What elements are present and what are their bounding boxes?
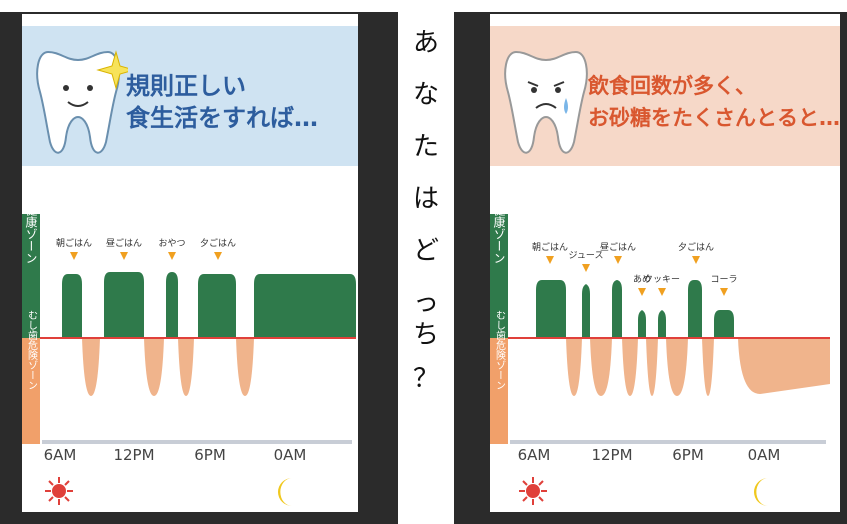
title-line-2: お砂糖をたくさんとると… <box>588 106 840 130</box>
cavity-dip <box>82 338 100 396</box>
meal-arrow-icon <box>614 256 622 264</box>
healthy-peak <box>198 274 236 338</box>
healthy-peak <box>62 274 82 338</box>
cavity-dip <box>646 338 658 396</box>
meal-arrow-icon <box>214 252 222 260</box>
meal-arrow-icon <box>168 252 176 260</box>
cavity-dip <box>236 338 254 396</box>
meal-arrow-icon <box>638 288 646 296</box>
cavity-dip <box>566 338 582 396</box>
healthy-peak <box>714 310 734 338</box>
cavity-dip <box>144 338 164 396</box>
question-char: ？ <box>412 364 439 394</box>
title-line-1: 規則正しい <box>126 72 246 100</box>
healthy-peak <box>536 280 566 338</box>
sun-icon <box>519 477 547 505</box>
meal-label: ジュース <box>569 251 604 261</box>
title-line-1: 飲食回数が多く、 <box>588 74 756 98</box>
healthy-zone-label: 健康ゾーン <box>492 204 506 264</box>
time-0am: 0AM <box>747 446 781 464</box>
cavity-dip <box>622 338 638 396</box>
healthy-peak <box>638 310 646 338</box>
cavity-zone-tab <box>490 338 508 444</box>
moon-icon <box>278 478 292 506</box>
question-char: な <box>412 80 439 110</box>
question-char: っ <box>412 288 439 318</box>
header-frequent-eating: 飲食回数が多く、 お砂糖をたくさんとると… <box>490 26 840 166</box>
meal-label: 夕ごはん <box>200 237 236 249</box>
question-char: た <box>412 132 439 162</box>
meal-label: 昼ごはん <box>106 237 142 249</box>
question-char: ど <box>412 236 439 266</box>
meal-arrow-icon <box>720 288 728 296</box>
moon-icon <box>754 478 768 506</box>
cavity-dip <box>666 338 688 396</box>
healthy-zone-tab <box>22 214 40 338</box>
healthy-peak <box>688 280 702 338</box>
healthy-peak <box>166 272 178 338</box>
healthy-zone-tab <box>490 214 508 338</box>
timeline-bar <box>42 440 352 444</box>
title-line-2: 食生活をすれば… <box>126 104 318 132</box>
meal-label: 朝ごはん <box>56 237 92 249</box>
meal-arrow-icon <box>582 264 590 272</box>
header-title: 飲食回数が多く、 お砂糖をたくさんとると… <box>588 70 840 134</box>
meal-label: 昼ごはん <box>600 241 636 253</box>
time-6pm: 6PM <box>194 446 226 464</box>
question-char: ち <box>412 320 439 350</box>
cavity-dip <box>178 338 194 396</box>
sad-tooth-icon <box>504 50 588 154</box>
smiling-tooth-icon <box>36 50 128 154</box>
panel-frequent-eating: 飲食回数が多く、 お砂糖をたくさんとると… 健康ゾーンむし歯危険ゾーン 朝ごはんジ… <box>490 14 840 512</box>
meal-label: あめ <box>633 274 651 285</box>
healthy-peak <box>582 284 590 338</box>
meal-arrow-icon <box>70 252 78 260</box>
meal-label: おやつ <box>158 238 185 249</box>
header-title: 規則正しい 食生活をすれば… <box>126 70 318 134</box>
meal-label: クッキー <box>644 274 680 285</box>
meal-arrow-icon <box>658 288 666 296</box>
panel-regular-diet: 規則正しい 食生活をすれば… 健康ゾーンむし歯危険ゾーン 朝ごはん 昼ごはん おやつ 夕… <box>22 14 358 512</box>
question-char: は <box>412 184 439 214</box>
healthy-peak <box>658 310 666 338</box>
timeline-bar <box>510 440 826 444</box>
cavity-dip <box>702 338 714 396</box>
question-strip: あ な た は ど っ ち ？ <box>398 0 454 524</box>
time-6am: 6AM <box>517 446 551 464</box>
time-12pm: 12PM <box>113 446 155 464</box>
cavity-zone-tab <box>22 338 40 444</box>
healthy-zone-label: 健康ゾーン <box>24 204 38 264</box>
cavity-tail <box>734 338 830 394</box>
meal-label: 夕ごはん <box>678 241 714 253</box>
meal-arrow-icon <box>692 256 700 264</box>
cavity-zone-label: むし歯危険ゾーン <box>26 310 38 390</box>
question-char: あ <box>412 28 439 58</box>
cavity-dip <box>590 338 612 396</box>
meal-label: 朝ごはん <box>532 241 568 253</box>
meal-arrow-icon <box>546 256 554 264</box>
time-0am: 0AM <box>273 446 307 464</box>
healthy-peak <box>612 280 622 338</box>
healthy-peak <box>104 272 144 338</box>
time-12pm: 12PM <box>591 446 633 464</box>
header-regular-diet: 規則正しい 食生活をすれば… <box>22 26 358 166</box>
cavity-zone-label: むし歯危険ゾーン <box>494 310 506 390</box>
time-6pm: 6PM <box>672 446 704 464</box>
meal-arrow-icon <box>120 252 128 260</box>
time-6am: 6AM <box>43 446 77 464</box>
sun-icon <box>45 477 73 505</box>
meal-label: コーラ <box>710 274 737 285</box>
healthy-peak <box>254 274 356 338</box>
